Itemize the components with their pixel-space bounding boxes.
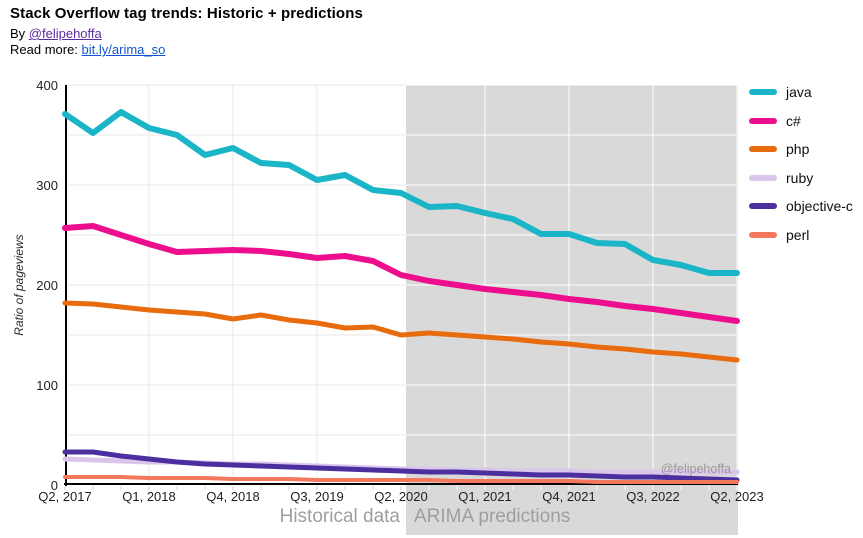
readmore-line: Read more: bit.ly/arima_so — [10, 42, 165, 57]
legend-label-objective-c: objective-c — [786, 198, 853, 215]
legend-item-objective-c: objective-c — [749, 192, 853, 221]
historical-data-label: Historical data — [279, 506, 400, 527]
series-line-php — [62, 300, 740, 363]
legend-label-c#: c# — [786, 112, 801, 129]
legend-swatch-objective-c — [749, 203, 777, 210]
series-line-objective-c — [62, 449, 740, 483]
arima-predictions-label: ARIMA predictions — [414, 506, 571, 527]
y-tick-label: 300 — [36, 178, 58, 193]
y-tick-label: 200 — [36, 278, 58, 293]
y-tick-label: 0 — [50, 478, 58, 493]
legend-swatch-perl — [749, 231, 777, 238]
x-tick-label: Q1, 2018 — [122, 489, 176, 504]
legend-item-c#: c# — [749, 107, 853, 136]
readmore-prefix: Read more: — [10, 42, 82, 57]
series-line-java — [62, 109, 740, 276]
x-tick-label: Q2, 2020 — [374, 489, 428, 504]
series-line-c# — [62, 223, 740, 324]
x-tick-label: Q4, 2021 — [542, 489, 596, 504]
legend-label-perl: perl — [786, 226, 810, 243]
chart-title: Stack Overflow tag trends: Historic + pr… — [10, 5, 363, 22]
legend-swatch-php — [749, 146, 777, 153]
y-tick-label: 400 — [36, 78, 58, 93]
x-tick-label: Q1, 2021 — [458, 489, 512, 504]
x-tick-label: Q2, 2023 — [710, 489, 764, 504]
legend-swatch-ruby — [749, 174, 777, 181]
legend-label-php: php — [786, 141, 810, 158]
legend-swatch-c# — [749, 117, 777, 124]
watermark: @felipehoffa — [661, 462, 731, 476]
y-tick-label: 100 — [36, 378, 58, 393]
author-link[interactable]: @felipehoffa — [28, 26, 102, 41]
legend-item-perl: perl — [749, 221, 853, 250]
x-tick-label: Q2, 2017 — [38, 489, 92, 504]
arima-prediction-region — [406, 85, 738, 535]
x-tick-label: Q3, 2019 — [290, 489, 344, 504]
readmore-link[interactable]: bit.ly/arima_so — [81, 42, 166, 57]
byline: By @felipehoffa — [10, 26, 102, 41]
x-tick-label: Q4, 2018 — [206, 489, 260, 504]
legend-item-java: java — [749, 78, 853, 107]
series-line-perl — [63, 475, 739, 484]
byline-prefix: By — [10, 26, 29, 41]
x-tick-label: Q3, 2022 — [626, 489, 680, 504]
legend-item-ruby: ruby — [749, 164, 853, 193]
legend-item-php: php — [749, 135, 853, 164]
legend-label-ruby: ruby — [786, 169, 814, 186]
chart-legend: java c# php ruby objective-c perl — [749, 78, 853, 249]
legend-swatch-java — [749, 89, 777, 96]
legend-label-java: java — [786, 84, 812, 101]
